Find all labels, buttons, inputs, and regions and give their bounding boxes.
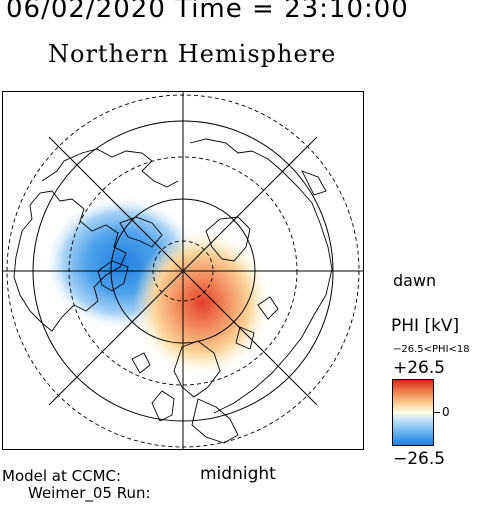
colorbar-quantity-label: PHI [kV] (391, 316, 460, 336)
model-label: Model at CCMC: (2, 467, 122, 485)
colorbar-zero-tick (434, 412, 440, 413)
colorbar-min-label: −26.5 (393, 449, 446, 469)
meridians (2, 91, 364, 450)
colorbar-range-text: −26.5<PHI<18 (393, 344, 470, 355)
run-label: Weimer_05 Run: (28, 484, 151, 502)
timestamp-title: 06/02/2020 Time = 23:10:00 (6, 0, 409, 24)
dawn-label: dawn (393, 271, 437, 290)
midnight-label: midnight (200, 464, 276, 484)
coastlines (13, 138, 333, 444)
positive-potential-cell (134, 231, 270, 375)
colorbar (392, 379, 434, 446)
map-frame (2, 91, 364, 450)
polar-potential-map (2, 91, 364, 450)
hemisphere-title: Northern Hemisphere (48, 40, 337, 68)
colorbar-max-label: +26.5 (393, 358, 446, 378)
colorbar-zero-label: 0 (442, 405, 450, 419)
